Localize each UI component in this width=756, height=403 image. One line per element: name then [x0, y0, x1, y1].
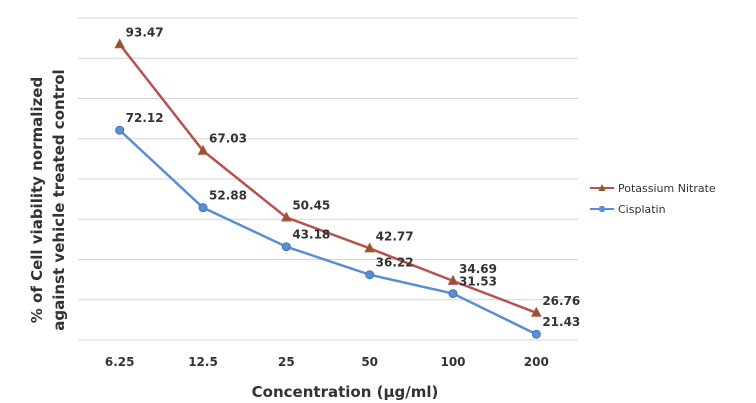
y-axis-title-line-2: against vehicle treated control — [50, 69, 68, 330]
potassium-nitrate-data-label: 50.45 — [292, 198, 330, 212]
cisplatin-legend-marker — [598, 205, 606, 213]
y-axis-title-line-1: % of Cell viability normalized — [28, 77, 46, 323]
potassium-nitrate-point — [281, 211, 292, 222]
cisplatin-data-label: 72.12 — [126, 111, 164, 125]
y-axis-title: % of Cell viability normalized against v… — [28, 69, 68, 330]
cisplatin-point — [531, 329, 541, 339]
potassium-nitrate-point — [531, 306, 542, 317]
potassium-nitrate-data-label: 67.03 — [209, 132, 247, 146]
x-tick-label: 12.5 — [188, 355, 218, 369]
cisplatin-line — [118, 129, 537, 336]
cisplatin-point — [365, 270, 375, 280]
cisplatin-legend-label: Cisplatin — [618, 203, 666, 216]
legend: Potassium Nitrate Cisplatin — [590, 182, 716, 216]
cisplatin-point — [448, 289, 458, 299]
potassium-nitrate-data-label: 26.76 — [542, 294, 580, 308]
data-markers — [114, 38, 542, 339]
x-tick-label: 100 — [440, 355, 465, 369]
potassium-nitrate-data-label: 93.47 — [126, 25, 164, 39]
cisplatin-point — [281, 242, 291, 252]
potassium-nitrate-point — [447, 274, 459, 285]
series-lines — [118, 43, 537, 336]
cisplatin-point — [115, 125, 125, 135]
cisplatin-point — [198, 203, 208, 213]
cisplatin-data-label: 36.22 — [376, 256, 414, 270]
cisplatin-data-label: 43.18 — [292, 228, 330, 242]
gridlines — [78, 17, 578, 341]
x-axis-title: Concentration (µg/ml) — [252, 383, 439, 401]
potassium-nitrate-legend-marker — [598, 184, 606, 191]
x-tick-labels: 6.25 12.5 25 50 100 200 — [105, 355, 549, 369]
x-tick-label: 200 — [524, 355, 549, 369]
cisplatin-data-label: 31.53 — [459, 275, 497, 289]
x-tick-label: 50 — [361, 355, 378, 369]
potassium-nitrate-point — [364, 242, 375, 253]
potassium-nitrate-data-label: 42.77 — [376, 229, 414, 243]
potassium-nitrate-point — [114, 38, 125, 49]
cisplatin-data-label: 52.88 — [209, 189, 247, 203]
potassium-nitrate-point — [197, 144, 209, 155]
potassium-nitrate-legend-label: Potassium Nitrate — [618, 182, 716, 195]
x-tick-label: 6.25 — [105, 355, 135, 369]
cisplatin-data-label: 21.43 — [542, 315, 580, 329]
potassium-nitrate-data-label: 34.69 — [459, 262, 497, 276]
potassium-nitrate-line — [118, 43, 537, 314]
x-tick-label: 25 — [278, 355, 295, 369]
data-labels: 93.47 67.03 50.45 42.77 34.69 26.76 72.12 52.88… — [126, 25, 581, 329]
